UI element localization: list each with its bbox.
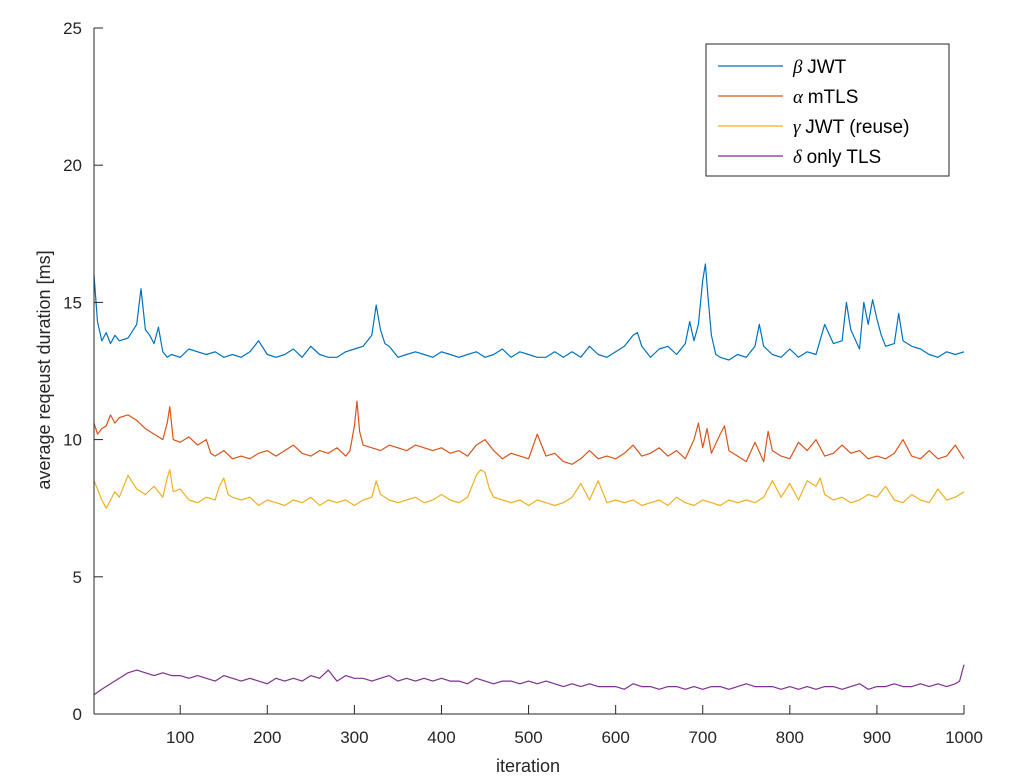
y-tick-label: 0 — [73, 705, 82, 724]
x-tick-label: 600 — [601, 728, 629, 747]
x-tick-label: 200 — [253, 728, 281, 747]
x-tick-label: 800 — [776, 728, 804, 747]
x-axis-label: iteration — [496, 756, 560, 776]
axes-layer: 100 200 300 400 500 600 700 800 900 1000 0 5 10 15 20 2… — [63, 19, 983, 747]
legend-series-name: JWT — [807, 57, 846, 78]
x-tick-label: 300 — [340, 728, 368, 747]
y-axis-label: average reqeust duration [ms] — [34, 250, 54, 489]
legend-label-3: δ only TLS — [793, 147, 881, 168]
legend-label-0: β JWT — [792, 57, 847, 78]
legend-series-name: JWT (reuse) — [805, 117, 909, 138]
legend-greek-symbol: α — [793, 87, 808, 108]
legend-greek-symbol: β — [792, 57, 807, 78]
legend-label-1: α mTLS — [793, 87, 858, 108]
x-tick-label: 700 — [689, 728, 717, 747]
series-line-2 — [93, 469, 965, 509]
y-tick-label: 25 — [63, 19, 82, 38]
legend-greek-symbol: γ — [793, 117, 805, 138]
y-tick-label: 20 — [63, 156, 82, 175]
legend-series-name: only TLS — [807, 147, 882, 168]
series-line-0 — [93, 263, 965, 361]
legend-series-name: mTLS — [808, 87, 859, 108]
y-tick-label: 5 — [73, 568, 82, 587]
legend-label-2: γ JWT (reuse) — [793, 117, 909, 138]
x-tick-label: 500 — [514, 728, 542, 747]
x-tick-label: 900 — [863, 728, 891, 747]
y-tick-label: 10 — [63, 431, 82, 450]
y-tick-label: 15 — [63, 293, 82, 312]
series-layer — [93, 263, 965, 696]
x-tick-label: 400 — [427, 728, 455, 747]
series-line-1 — [93, 400, 965, 465]
x-tick-label: 1000 — [945, 728, 983, 747]
legend-greek-symbol: δ — [793, 147, 807, 168]
series-line-3 — [93, 664, 965, 696]
x-tick-label: 100 — [166, 728, 194, 747]
